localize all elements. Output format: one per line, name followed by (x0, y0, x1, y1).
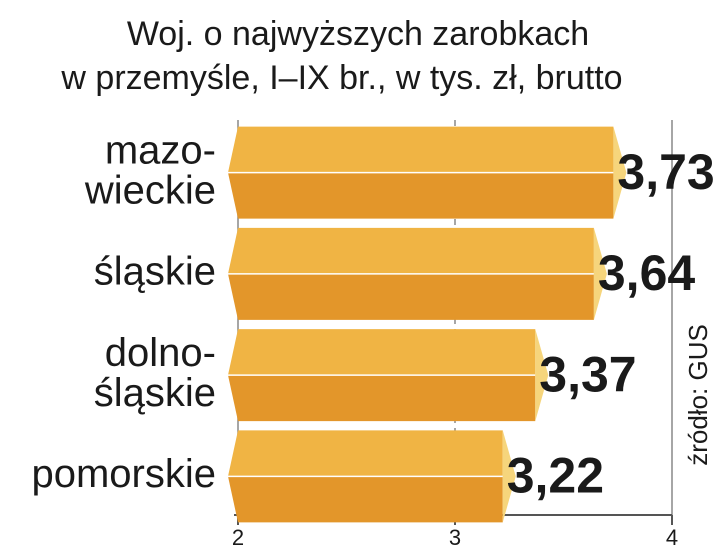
x-tick-label: 4 (666, 525, 678, 550)
y-tick-label: dolno-śląskie (94, 331, 216, 415)
bar (228, 430, 516, 523)
value-label: 3,64 (598, 245, 696, 301)
bar (228, 329, 549, 422)
bar-cap (593, 227, 607, 320)
y-tick-label: śląskie (94, 249, 216, 293)
bar-bottom (228, 476, 503, 523)
value-label: 3,37 (539, 346, 636, 402)
bar-cap (502, 430, 516, 523)
bar (228, 126, 627, 219)
chart-title: w przemyśle, I–IX br., w tys. zł, brutto (60, 59, 622, 97)
bar (228, 227, 607, 320)
x-tick-label: 2 (232, 525, 244, 550)
bar-bottom (228, 273, 594, 320)
y-tick-label: mazo-wieckie (84, 128, 216, 212)
value-label: 3,73 (617, 144, 714, 200)
bar-top (228, 329, 536, 376)
bar-cap (613, 126, 627, 219)
bar-bottom (228, 375, 536, 422)
y-tick-label: pomorskie (31, 452, 216, 496)
source: źródło: GUS (683, 324, 713, 466)
bar-top (228, 126, 614, 173)
bar-top (228, 430, 503, 477)
chart-title: Woj. o najwyższych zarobkach (127, 15, 589, 53)
bar-cap (535, 329, 549, 422)
bar-top (228, 227, 594, 274)
x-tick-label: 3 (449, 525, 461, 550)
bar-bottom (228, 172, 614, 219)
value-label: 3,22 (507, 448, 604, 504)
